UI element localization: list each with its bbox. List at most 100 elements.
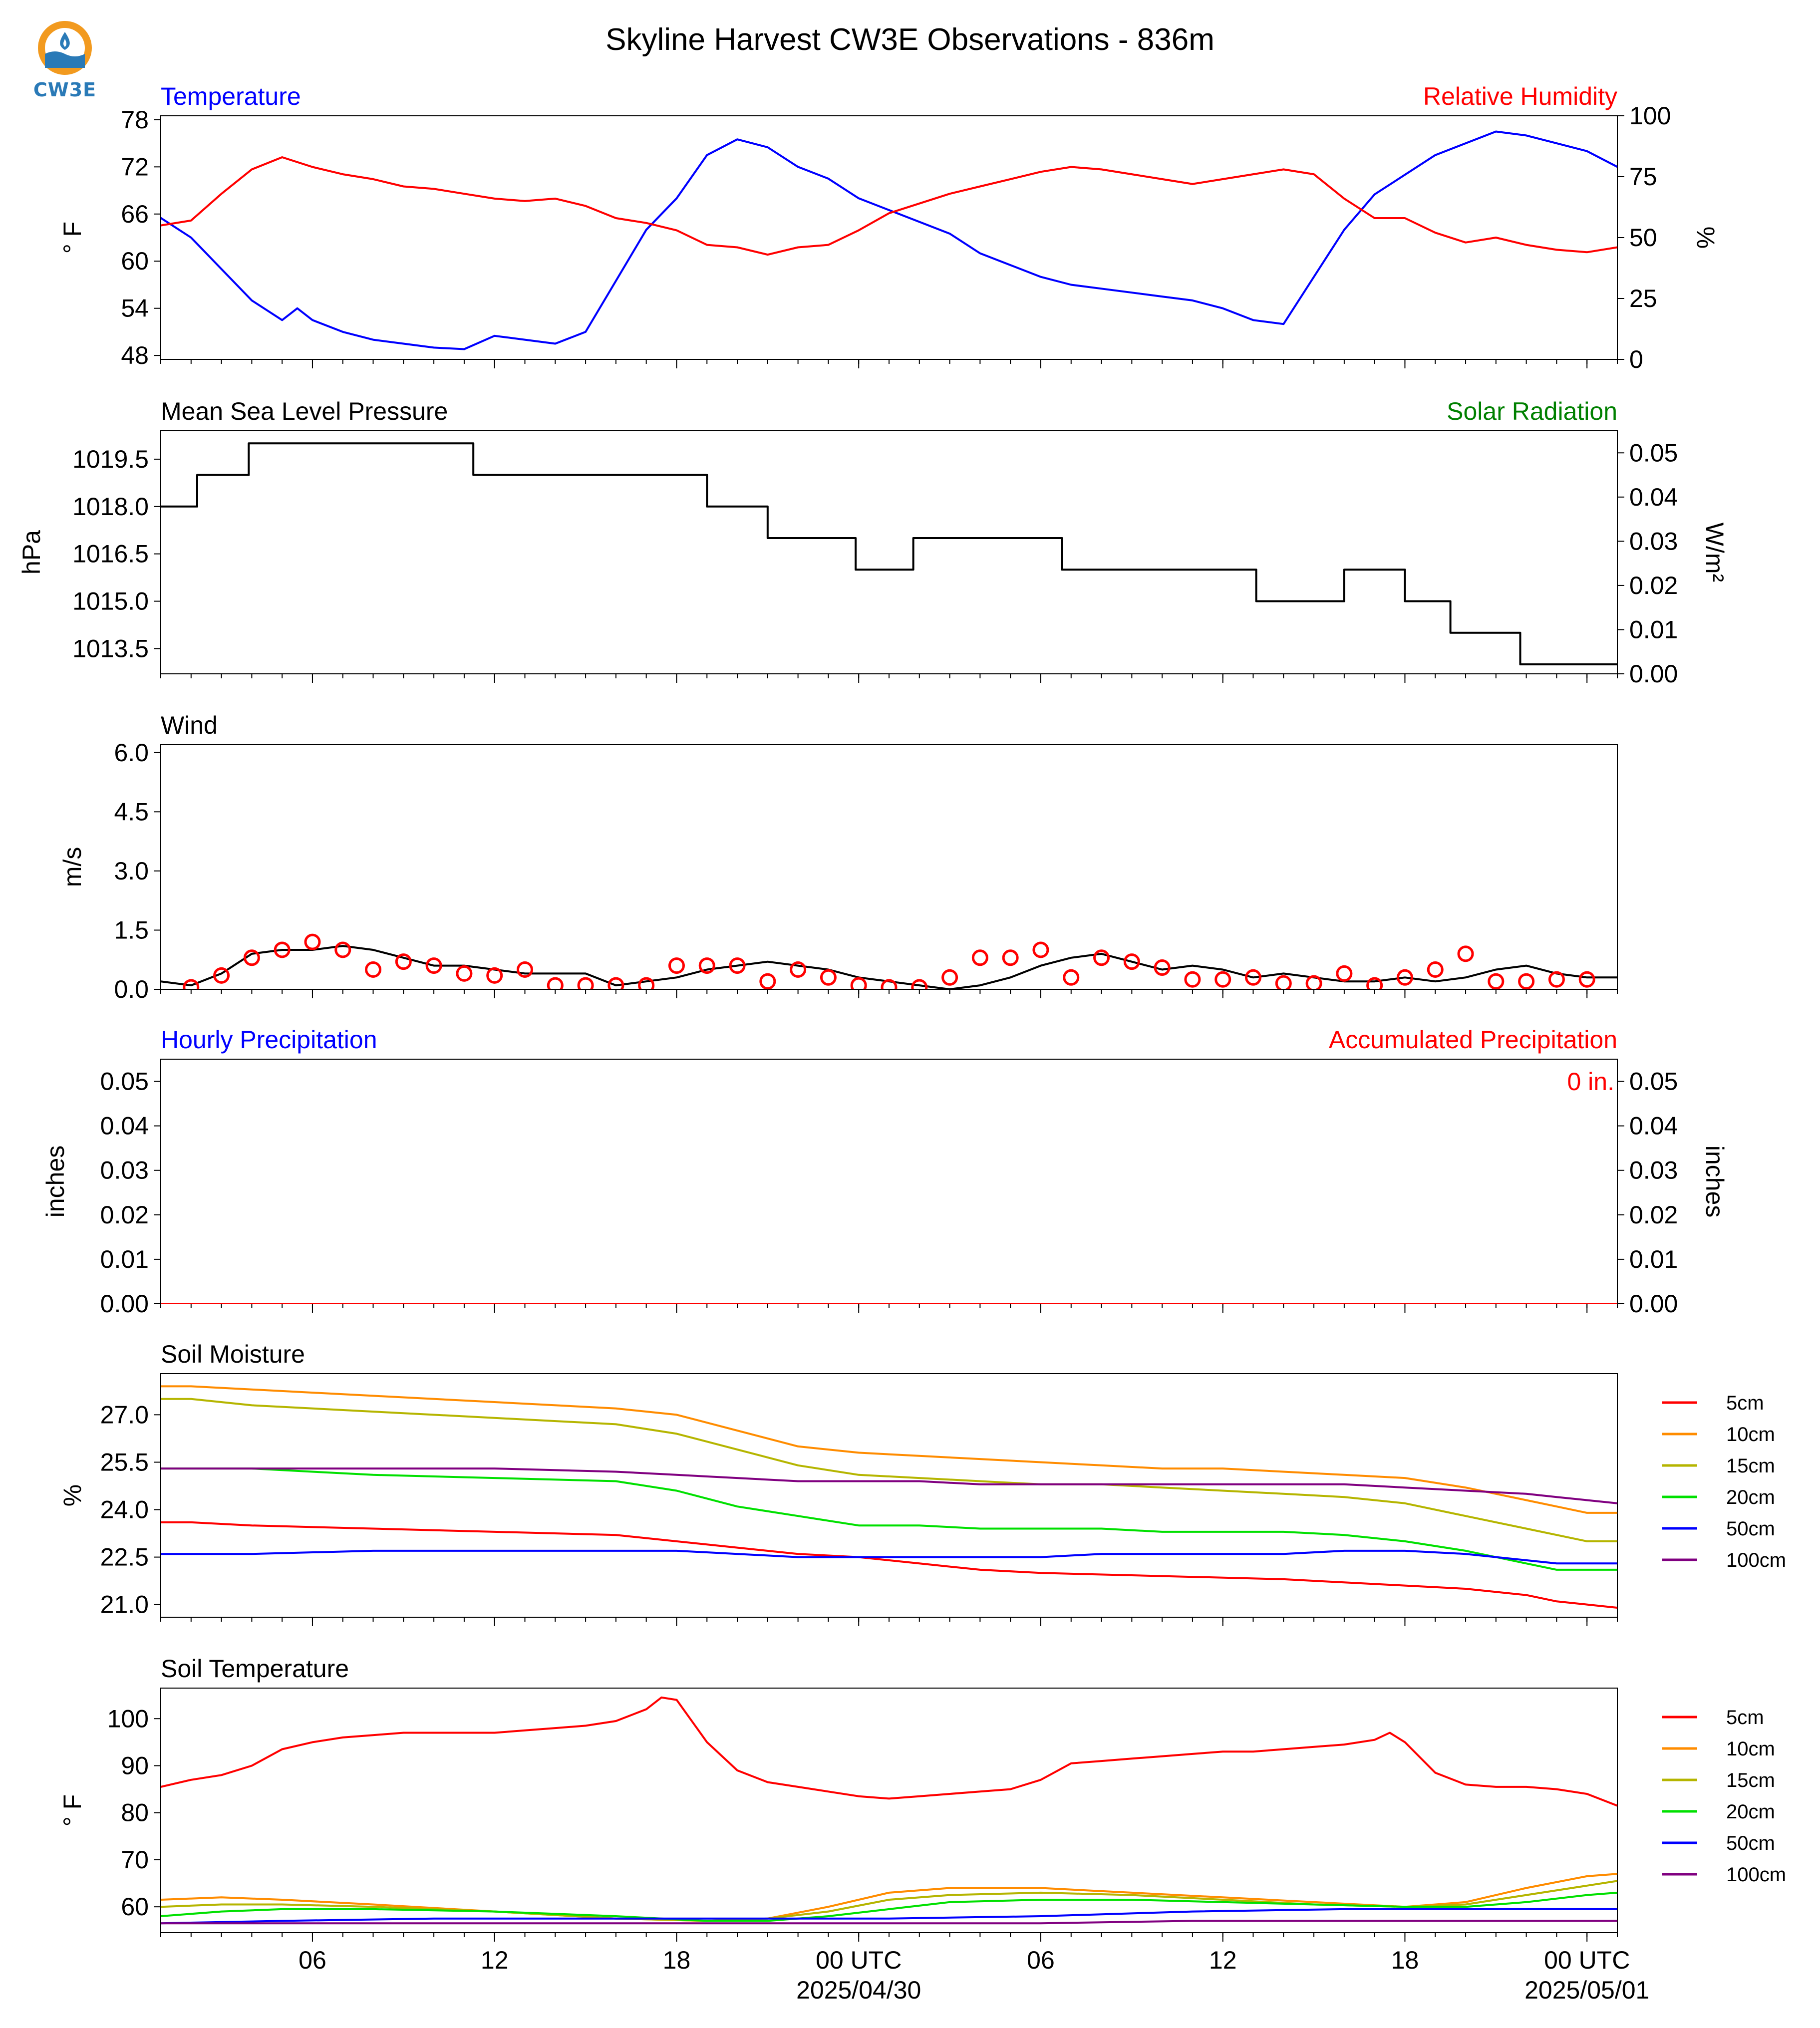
ytick-label: 0.0: [114, 975, 149, 1003]
panel-title-left: Temperature: [161, 82, 301, 110]
legend-label: 100cm: [1726, 1864, 1786, 1886]
series-line-10cm: [161, 1873, 1617, 1922]
ytick-label: 3.0: [114, 857, 149, 885]
gust-marker: [334, 941, 351, 958]
gust-marker: [1518, 973, 1535, 989]
ytick-label: 22.5: [100, 1543, 149, 1571]
gust-marker: [1063, 969, 1080, 986]
gust-marker: [729, 957, 746, 974]
logo-emblem: [38, 21, 92, 75]
xtick-label: 06: [299, 1946, 326, 1974]
series-line-15cm: [161, 1880, 1617, 1922]
legend-label: 10cm: [1726, 1738, 1775, 1760]
gust-marker: [1002, 949, 1019, 966]
ytick-label-right: 100: [1629, 102, 1671, 130]
ytick-label: 48: [121, 341, 149, 369]
ylabel-left: %: [58, 1484, 86, 1506]
gust-marker: [790, 961, 807, 978]
legend: 5cm 10cm 15cm 20cm 50cm 100cm: [1662, 1392, 1786, 1571]
gust-marker: [1093, 949, 1110, 966]
ytick-label-right: 0.03: [1629, 527, 1678, 555]
xtick-label: 18: [663, 1946, 691, 1974]
gust-marker: [304, 933, 321, 950]
legend-label: 50cm: [1726, 1832, 1775, 1854]
ytick-label: 1016.5: [72, 540, 149, 568]
series-line-15cm: [161, 1398, 1617, 1542]
ytick-label-right: 0.00: [1629, 660, 1678, 688]
gust-marker: [365, 961, 382, 978]
xtick-label: 00 UTC: [816, 1946, 902, 1974]
ytick-label-right: 50: [1629, 224, 1657, 252]
series-line-50cm: [161, 1908, 1617, 1925]
series-line-temperature: [161, 130, 1617, 350]
ytick-label-right: 0.00: [1629, 1290, 1678, 1318]
gust-marker: [668, 957, 685, 974]
ytick-label: 70: [121, 1846, 149, 1874]
panel-title-left: Soil Temperature: [161, 1655, 349, 1683]
gust-marker: [1457, 945, 1474, 962]
ytick-label-right: 0.01: [1629, 615, 1678, 643]
ytick-label: 1015.0: [72, 587, 149, 615]
xtick-label: 06: [1027, 1946, 1055, 1974]
panels: Temperature Relative Humidity 48 54 60 66 72 78…: [17, 82, 1786, 2004]
date-label: 2025/04/30: [796, 1976, 921, 2004]
gust-marker: [456, 965, 473, 982]
chart-title: Skyline Harvest CW3E Observations - 836m: [606, 22, 1214, 57]
ytick-label: 0.05: [100, 1068, 149, 1096]
panel-title-right: Accumulated Precipitation: [1329, 1026, 1617, 1054]
gust-marker: [1336, 965, 1353, 982]
xtick-label: 00 UTC: [1544, 1946, 1630, 1974]
legend-label: 5cm: [1726, 1392, 1764, 1414]
series-group: [161, 130, 1617, 350]
ytick-label: 90: [121, 1751, 149, 1779]
gust-marker: [395, 953, 412, 970]
ytick-label: 27.0: [100, 1401, 149, 1429]
series-line-100cm: [161, 1920, 1617, 1925]
ylabel-left: hPa: [17, 530, 45, 575]
legend-label: 50cm: [1726, 1518, 1775, 1540]
gust-marker: [911, 979, 928, 989]
gust-marker: [971, 949, 988, 966]
gust-marker: [820, 969, 837, 986]
plot-frame: [160, 430, 1618, 674]
ytick-label: 100: [107, 1705, 149, 1733]
ytick-label-right: 0.05: [1629, 439, 1678, 467]
gust-marker: [243, 949, 260, 966]
ytick-label-right: 0.02: [1629, 572, 1678, 599]
gust-marker: [1488, 973, 1505, 989]
legend-label: 15cm: [1726, 1769, 1775, 1791]
ytick-label: 1013.5: [72, 634, 149, 662]
series-group: [161, 442, 1617, 665]
ytick-label: 1018.0: [72, 493, 149, 521]
ytick-label: 4.5: [114, 798, 149, 826]
ytick-label: 0.02: [100, 1201, 149, 1229]
panel-title-left: Mean Sea Level Pressure: [161, 397, 448, 425]
gust-marker: [1396, 969, 1413, 986]
ylabel-right: inches: [1701, 1146, 1729, 1218]
legend: 5cm 10cm 15cm 20cm 50cm 100cm: [1662, 1707, 1786, 1886]
panel-title-right: Relative Humidity: [1423, 82, 1617, 110]
legend-label: 100cm: [1726, 1549, 1786, 1571]
panel-title-left: Hourly Precipitation: [161, 1026, 377, 1054]
ylabel-right: %: [1692, 227, 1720, 249]
ytick-label-right: 75: [1629, 163, 1657, 191]
legend-label: 20cm: [1726, 1486, 1775, 1508]
gust-marker: [425, 957, 442, 974]
ytick-label-right: 0.01: [1629, 1245, 1678, 1273]
ytick-label: 60: [121, 1893, 149, 1921]
series-line-20cm: [161, 1891, 1617, 1922]
gust-marker: [517, 961, 533, 978]
ytick-label: 0.03: [100, 1157, 149, 1184]
legend-label: 15cm: [1726, 1455, 1775, 1477]
ylabel-left: inches: [41, 1146, 69, 1218]
ytick-label-right: 0: [1629, 345, 1643, 373]
panel-soil-temp: Soil Temperature 60 70 80 90 100 ° F 06 12 18 00 U…: [58, 1655, 1786, 2004]
gust-marker: [183, 979, 200, 989]
gust-marker: [1214, 971, 1231, 988]
gust-marker: [1184, 971, 1201, 988]
gust-marker: [1548, 971, 1565, 988]
series-group: [161, 1696, 1617, 1925]
xtick-label: 12: [481, 1946, 509, 1974]
ytick-label: 78: [121, 106, 149, 134]
plot-frame: [160, 115, 1618, 360]
